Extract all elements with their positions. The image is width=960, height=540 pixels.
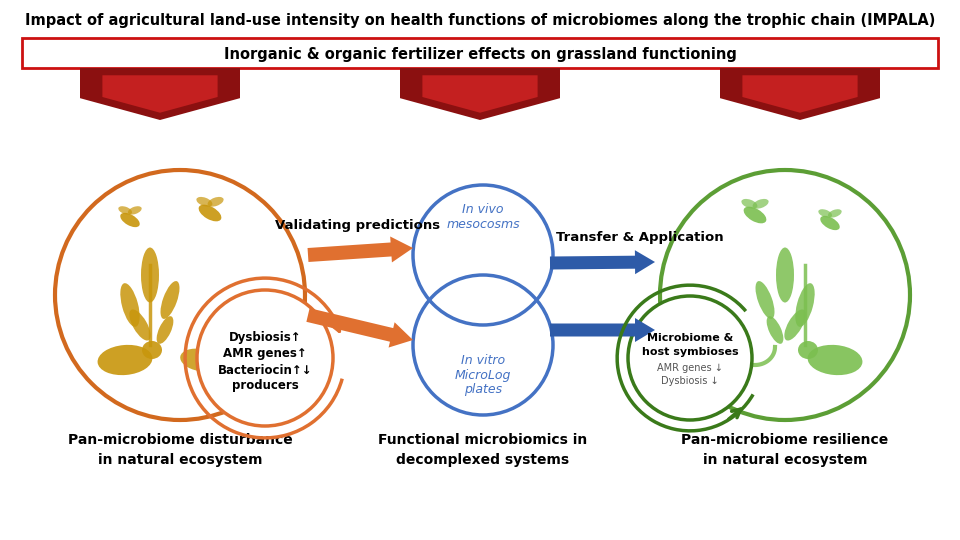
Circle shape xyxy=(197,290,333,426)
Text: Validating predictions: Validating predictions xyxy=(276,219,441,233)
Text: Dysbiosis↑: Dysbiosis↑ xyxy=(228,332,301,345)
Ellipse shape xyxy=(744,207,766,224)
Ellipse shape xyxy=(776,247,794,302)
Ellipse shape xyxy=(756,281,775,319)
Ellipse shape xyxy=(156,316,174,344)
Ellipse shape xyxy=(142,341,162,359)
Ellipse shape xyxy=(128,206,142,214)
Text: AMR genes↑: AMR genes↑ xyxy=(223,348,307,361)
Ellipse shape xyxy=(784,309,805,341)
Text: In vivo
mesocosms: In vivo mesocosms xyxy=(446,203,519,231)
Text: Inorganic & organic fertilizer effects on grassland functioning: Inorganic & organic fertilizer effects o… xyxy=(224,46,736,62)
Text: AMR genes ↓: AMR genes ↓ xyxy=(657,363,723,373)
Text: Microbiome &: Microbiome & xyxy=(647,333,733,343)
Ellipse shape xyxy=(120,213,140,227)
Ellipse shape xyxy=(807,345,862,375)
Text: Functional microbiomics in
decomplexed systems: Functional microbiomics in decomplexed s… xyxy=(378,433,588,467)
Text: Impact of agricultural land-use intensity on health functions of microbiomes alo: Impact of agricultural land-use intensit… xyxy=(25,12,935,28)
Text: Pan-microbiome disturbance
in natural ecosystem: Pan-microbiome disturbance in natural ec… xyxy=(67,433,293,467)
Ellipse shape xyxy=(828,209,842,218)
Ellipse shape xyxy=(130,309,151,341)
Ellipse shape xyxy=(180,349,220,372)
Text: Bacteriocin↑↓: Bacteriocin↑↓ xyxy=(218,364,312,377)
Ellipse shape xyxy=(120,283,139,327)
Ellipse shape xyxy=(207,197,224,207)
FancyBboxPatch shape xyxy=(22,38,938,68)
Ellipse shape xyxy=(798,341,818,359)
Polygon shape xyxy=(103,75,218,113)
Text: In vitro
MicroLog
plates: In vitro MicroLog plates xyxy=(455,354,511,396)
Ellipse shape xyxy=(98,345,153,375)
FancyArrow shape xyxy=(550,250,655,274)
Ellipse shape xyxy=(820,216,840,230)
Ellipse shape xyxy=(141,247,159,302)
Text: producers: producers xyxy=(231,380,299,393)
Polygon shape xyxy=(400,68,560,120)
Ellipse shape xyxy=(767,316,783,344)
FancyArrow shape xyxy=(307,237,413,262)
Polygon shape xyxy=(80,68,240,120)
Text: Dysbiosis ↓: Dysbiosis ↓ xyxy=(661,376,719,386)
Text: Transfer & Application: Transfer & Application xyxy=(556,232,724,245)
Ellipse shape xyxy=(753,199,769,208)
Ellipse shape xyxy=(197,197,212,207)
Circle shape xyxy=(628,296,752,420)
Ellipse shape xyxy=(818,209,832,218)
FancyArrow shape xyxy=(306,308,413,348)
Ellipse shape xyxy=(199,205,222,221)
Text: Pan-microbiome resilience
in natural ecosystem: Pan-microbiome resilience in natural eco… xyxy=(682,433,889,467)
Ellipse shape xyxy=(160,281,180,319)
Ellipse shape xyxy=(118,206,132,214)
Polygon shape xyxy=(742,75,857,113)
Ellipse shape xyxy=(741,199,757,208)
Text: host symbioses: host symbioses xyxy=(641,347,738,357)
Polygon shape xyxy=(422,75,538,113)
Polygon shape xyxy=(720,68,880,120)
Ellipse shape xyxy=(795,283,815,327)
FancyArrow shape xyxy=(550,318,655,342)
